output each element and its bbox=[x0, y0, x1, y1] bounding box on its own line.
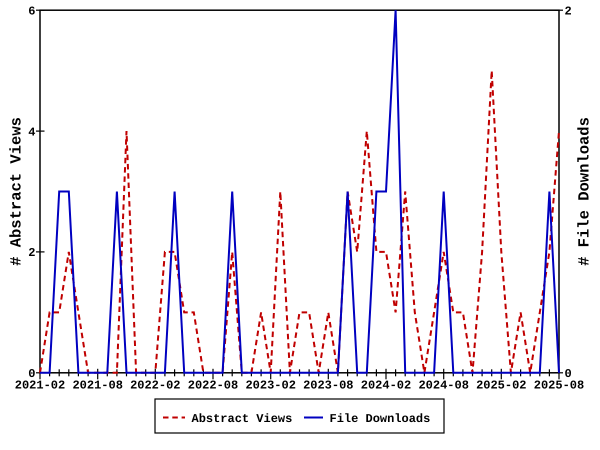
svg-text:0: 0 bbox=[565, 367, 572, 381]
svg-text:2024-08: 2024-08 bbox=[418, 379, 468, 393]
svg-text:4: 4 bbox=[28, 125, 35, 139]
svg-text:2: 2 bbox=[565, 5, 572, 19]
svg-text:2021-02: 2021-02 bbox=[15, 379, 65, 393]
svg-text:2: 2 bbox=[28, 246, 35, 260]
svg-text:File Downloads: File Downloads bbox=[330, 412, 431, 426]
svg-text:2022-08: 2022-08 bbox=[188, 379, 238, 393]
svg-text:2022-02: 2022-02 bbox=[130, 379, 180, 393]
svg-text:2021-08: 2021-08 bbox=[72, 379, 122, 393]
svg-text:2025-02: 2025-02 bbox=[476, 379, 526, 393]
svg-text:Abstract Views: Abstract Views bbox=[192, 412, 293, 426]
svg-text:2024-02: 2024-02 bbox=[361, 379, 411, 393]
svg-text:0: 0 bbox=[28, 367, 35, 381]
svg-text:2023-08: 2023-08 bbox=[303, 379, 353, 393]
svg-text:2023-02: 2023-02 bbox=[245, 379, 295, 393]
svg-text:6: 6 bbox=[28, 5, 35, 19]
svg-text:# Abstract Views: # Abstract Views bbox=[8, 117, 26, 266]
svg-text:# File Downloads: # File Downloads bbox=[576, 117, 594, 266]
svg-text:2025-08: 2025-08 bbox=[534, 379, 584, 393]
